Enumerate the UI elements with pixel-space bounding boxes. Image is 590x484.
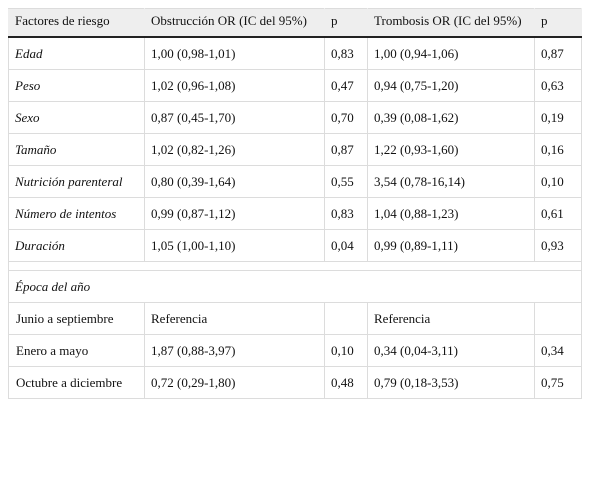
value-cell: 3,54 (0,78-16,14) [367, 165, 535, 198]
table-body: Edad 1,00 (0,98-1,01) 0,83 1,00 (0,94-1,06)… [8, 36, 582, 399]
value-cell: 1,22 (0,93-1,60) [367, 133, 535, 166]
value-cell: 0,87 [534, 36, 582, 70]
table-row: Sexo 0,87 (0,45-1,70) 0,70 0,39 (0,08-1,62)… [8, 101, 582, 134]
header-cell: Obstrucción OR (IC del 95%) [144, 8, 325, 38]
value-cell: 0,34 [534, 334, 582, 367]
header-cell: Factores de riesgo [8, 8, 145, 38]
value-cell: 0,55 [324, 165, 368, 198]
value-cell: 0,63 [534, 69, 582, 102]
value-cell: 0,83 [324, 36, 368, 70]
value-cell: 0,34 (0,04-3,11) [367, 334, 535, 367]
table-row: Número de intentos 0,99 (0,87-1,12) 0,83 1,… [8, 197, 582, 230]
value-cell: 1,02 (0,82-1,26) [144, 133, 325, 166]
value-cell: 0,99 (0,87-1,12) [144, 197, 325, 230]
factor-cell: Nutrición parenteral [8, 165, 145, 198]
section-title: Época del año [8, 270, 582, 303]
value-cell: 0,79 (0,18-3,53) [367, 366, 535, 399]
value-cell: 0,04 [324, 229, 368, 262]
header-cell: p [534, 8, 582, 38]
table-row: Enero a mayo 1,87 (0,88-3,97) 0,10 0,34 (0,… [8, 334, 582, 367]
value-cell: 0,83 [324, 197, 368, 230]
table-head: Factores de riesgo Obstrucción OR (IC del… [8, 8, 582, 38]
value-cell: 0,10 [324, 334, 368, 367]
value-cell: 1,04 (0,88-1,23) [367, 197, 535, 230]
value-cell: 0,75 [534, 366, 582, 399]
factor-cell: Enero a mayo [8, 334, 145, 367]
value-cell: 1,00 (0,98-1,01) [144, 36, 325, 70]
value-cell: 0,47 [324, 69, 368, 102]
value-cell: 0,70 [324, 101, 368, 134]
value-cell [534, 302, 582, 335]
factor-cell: Tamaño [8, 133, 145, 166]
value-cell: 0,72 (0,29-1,80) [144, 366, 325, 399]
value-cell: 1,00 (0,94-1,06) [367, 36, 535, 70]
table-row: Octubre a diciembre 0,72 (0,29-1,80) 0,48 0… [8, 366, 582, 399]
value-cell: 0,80 (0,39-1,64) [144, 165, 325, 198]
value-cell: 0,99 (0,89-1,11) [367, 229, 535, 262]
header-cell: p [324, 8, 368, 38]
value-cell: 1,05 (1,00-1,10) [144, 229, 325, 262]
table-row: Peso 1,02 (0,96-1,08) 0,47 0,94 (0,75-1,20)… [8, 69, 582, 102]
table-row: Junio a septiembre Referencia Referencia [8, 302, 582, 335]
value-cell: Referencia [367, 302, 535, 335]
value-cell: 0,19 [534, 101, 582, 134]
factor-cell: Edad [8, 36, 145, 70]
value-cell: 0,93 [534, 229, 582, 262]
value-cell: 0,10 [534, 165, 582, 198]
value-cell: 0,94 (0,75-1,20) [367, 69, 535, 102]
header-cell: Trombosis OR (IC del 95%) [367, 8, 535, 38]
factor-cell: Sexo [8, 101, 145, 134]
factor-cell: Número de intentos [8, 197, 145, 230]
factor-cell: Duración [8, 229, 145, 262]
value-cell: 0,87 [324, 133, 368, 166]
factor-cell: Octubre a diciembre [8, 366, 145, 399]
factor-cell: Junio a septiembre [8, 302, 145, 335]
table-row: Nutrición parenteral 0,80 (0,39-1,64) 0,55… [8, 165, 582, 198]
data-table: Factores de riesgo Obstrucción OR (IC del… [8, 8, 582, 399]
value-cell: 0,61 [534, 197, 582, 230]
spacer-row [8, 261, 582, 271]
spacer-cell [8, 261, 582, 271]
factor-cell: Peso [8, 69, 145, 102]
value-cell: 0,39 (0,08-1,62) [367, 101, 535, 134]
header-row: Factores de riesgo Obstrucción OR (IC del… [8, 8, 582, 38]
section-row: Época del año [8, 270, 582, 303]
table-row: Duración 1,05 (1,00-1,10) 0,04 0,99 (0,89-1… [8, 229, 582, 262]
value-cell: 1,87 (0,88-3,97) [144, 334, 325, 367]
value-cell: 0,87 (0,45-1,70) [144, 101, 325, 134]
value-cell: Referencia [144, 302, 325, 335]
table-row: Edad 1,00 (0,98-1,01) 0,83 1,00 (0,94-1,06)… [8, 36, 582, 70]
value-cell: 1,02 (0,96-1,08) [144, 69, 325, 102]
value-cell: 0,48 [324, 366, 368, 399]
value-cell: 0,16 [534, 133, 582, 166]
value-cell [324, 302, 368, 335]
table-row: Tamaño 1,02 (0,82-1,26) 0,87 1,22 (0,93-1,6… [8, 133, 582, 166]
